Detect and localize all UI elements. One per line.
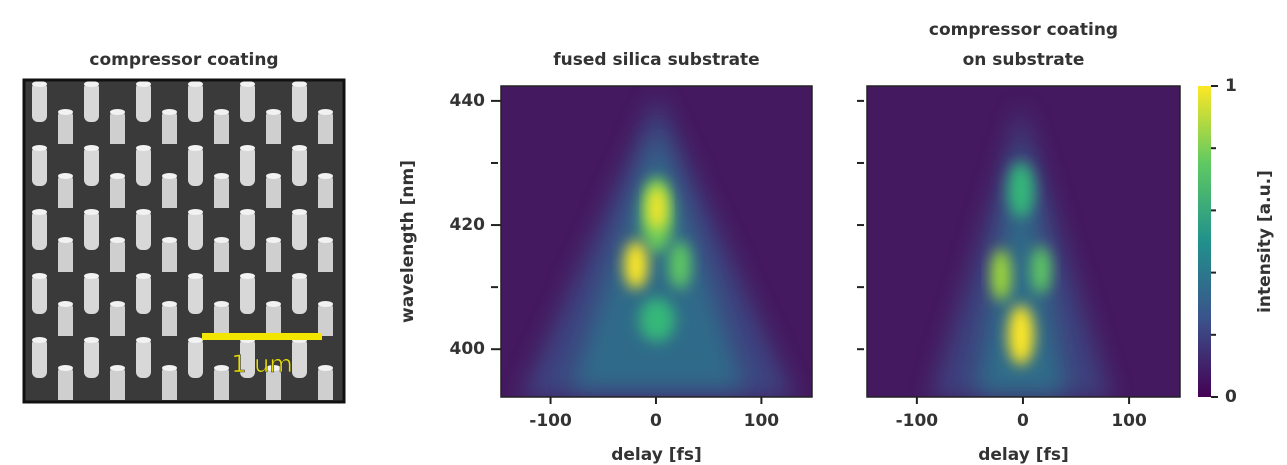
scale-bar-label: 1 um (231, 350, 293, 378)
panel-title: compressor coating (89, 50, 278, 70)
chart-title: compressor coating (929, 20, 1118, 40)
x-tick-label: -100 (896, 411, 939, 431)
y-axis-label: wavelength [nm] (398, 160, 418, 323)
heatmap-image (501, 86, 812, 397)
x-tick-label: 0 (650, 411, 662, 431)
x-tick-label: 100 (1111, 411, 1147, 431)
colorbar-tick-label: 0 (1225, 387, 1237, 407)
chart-title: fused silica substrate (553, 50, 759, 70)
y-tick-label: 420 (450, 215, 486, 235)
sem-panel: compressor coating 1 um (22, 50, 346, 404)
colorbar-tick-label: 1 (1225, 76, 1237, 96)
y-tick-label: 440 (450, 91, 486, 111)
y-tick-label: 400 (450, 339, 486, 359)
x-tick-label: 100 (744, 411, 780, 431)
x-axis-label: delay [fs] (611, 445, 702, 465)
x-tick-label: 0 (1017, 411, 1029, 431)
x-tick-label: -100 (529, 411, 572, 431)
heatmap-image (867, 86, 1180, 397)
sem-image (22, 78, 346, 404)
colorbar (1198, 86, 1211, 397)
x-axis-label: delay [fs] (978, 445, 1069, 465)
chart-title: on substrate (963, 50, 1085, 70)
colorbar-label: intensity [a.u.] (1255, 170, 1275, 313)
scale-bar (202, 333, 322, 340)
